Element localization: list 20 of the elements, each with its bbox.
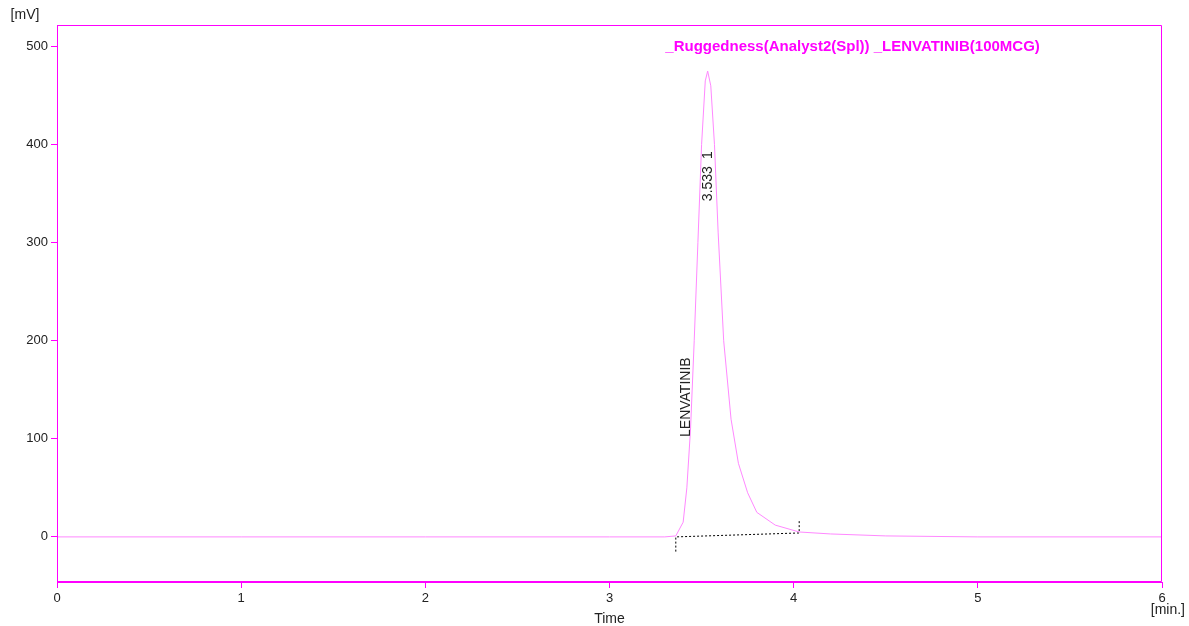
annotation: 1 <box>698 150 715 159</box>
y-tick-label: 400 <box>26 136 48 152</box>
x-tick-label: 5 <box>974 590 982 606</box>
x-axis-title: Time <box>594 609 626 626</box>
y-axis-title: [mV] <box>10 5 40 22</box>
y-tick-label: 200 <box>26 332 48 348</box>
annotation: LENVATINIB <box>676 357 693 437</box>
line-series <box>675 518 800 553</box>
x-tick-label: 2 <box>421 590 429 606</box>
annotation: 3.533 <box>698 165 715 202</box>
x-tick-label: 1 <box>237 590 245 606</box>
text: _Ruggedness(Analyst2(Spl)) _LENVATINIB(100MCG) <box>664 37 1040 55</box>
y-tick-label: 100 <box>26 430 48 446</box>
y-tick-label: 0 <box>40 528 48 544</box>
x-tick-label: 6 <box>1158 590 1166 606</box>
x-tick-label: 0 <box>53 590 61 606</box>
x-tick-label: 3 <box>605 590 614 606</box>
x-tick-label: 4 <box>790 590 798 606</box>
y-tick-label: 500 <box>26 38 48 54</box>
y-tick-label: 300 <box>26 234 48 250</box>
